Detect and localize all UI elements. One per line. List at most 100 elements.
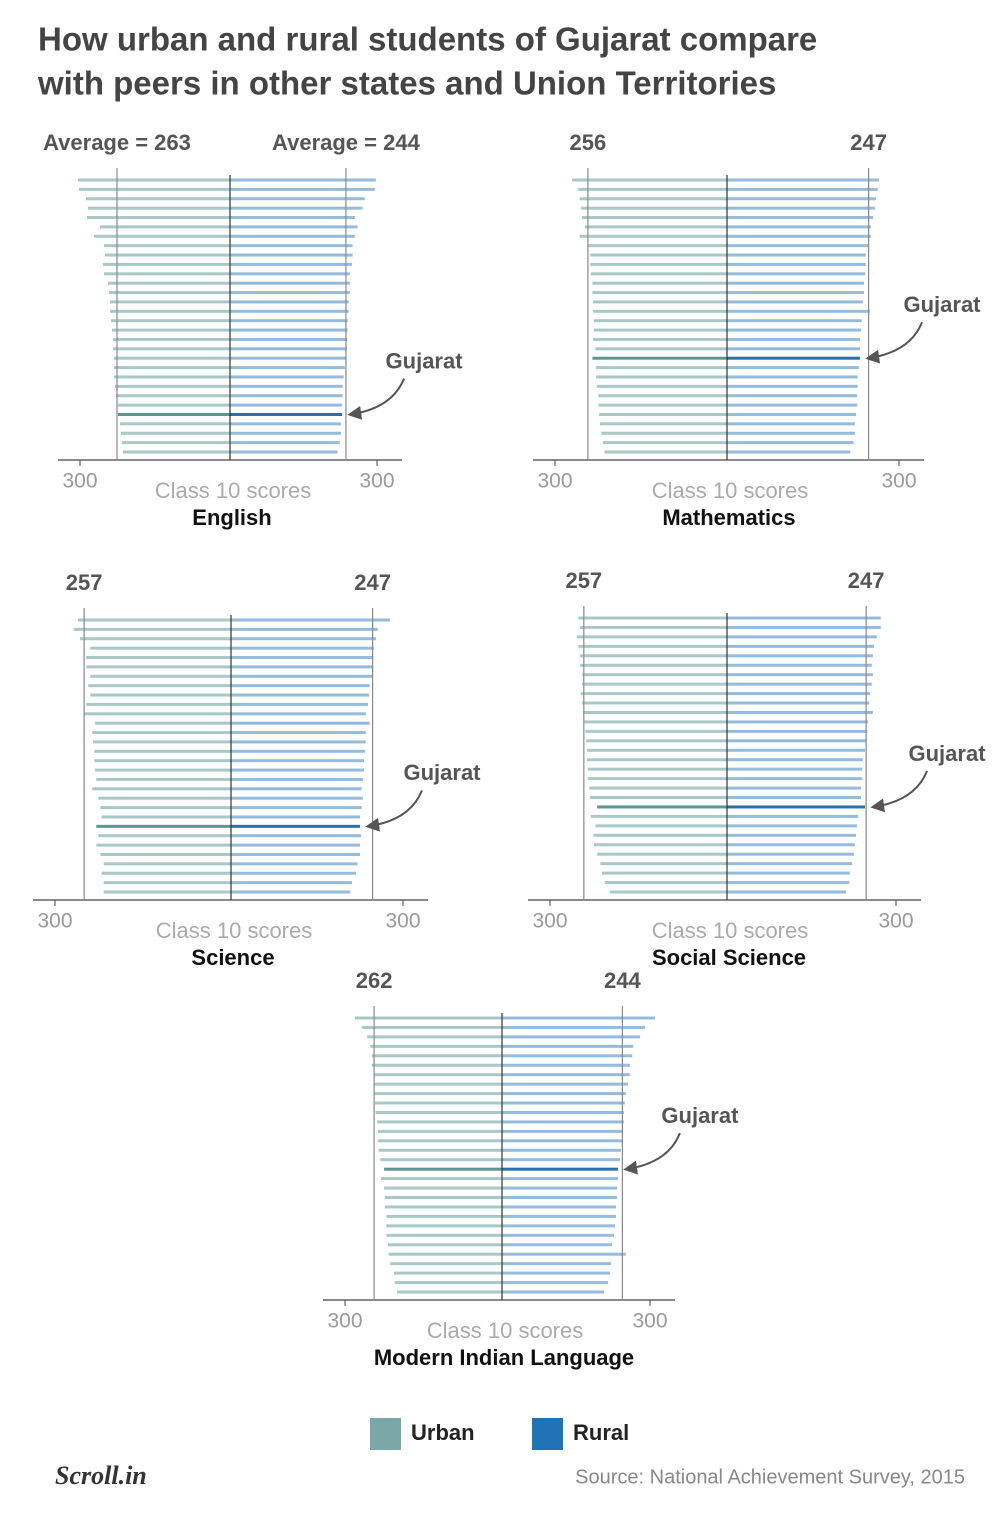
bar bbox=[377, 1129, 502, 1133]
bar bbox=[98, 834, 231, 838]
bar bbox=[231, 712, 366, 716]
bar bbox=[502, 1243, 613, 1247]
bar bbox=[727, 796, 862, 800]
bar bbox=[394, 1271, 502, 1275]
bar bbox=[110, 300, 230, 304]
average-label: 256 bbox=[570, 130, 607, 155]
bar bbox=[727, 366, 859, 370]
average-label: 257 bbox=[565, 568, 602, 593]
bar bbox=[94, 768, 231, 772]
bar bbox=[230, 197, 365, 201]
bar bbox=[579, 663, 727, 667]
average-label: 247 bbox=[848, 568, 885, 593]
bar bbox=[589, 786, 727, 790]
average-label: 257 bbox=[66, 570, 103, 595]
bar bbox=[502, 1271, 611, 1275]
bar bbox=[727, 635, 877, 639]
legend-swatch bbox=[532, 1418, 563, 1450]
bar bbox=[87, 216, 230, 220]
bar bbox=[231, 674, 373, 678]
bar bbox=[373, 1082, 502, 1086]
bar bbox=[230, 441, 340, 445]
bar bbox=[727, 644, 875, 648]
bar bbox=[230, 356, 346, 360]
x-tick-label: 300 bbox=[327, 1310, 362, 1333]
bar bbox=[230, 244, 353, 248]
bar bbox=[596, 375, 727, 379]
bar bbox=[79, 187, 230, 191]
bar bbox=[231, 881, 352, 885]
bar bbox=[377, 1139, 502, 1143]
panel-title: English bbox=[192, 505, 271, 530]
x-axis-label: Class 10 scores bbox=[155, 478, 312, 503]
bar bbox=[230, 394, 343, 398]
bar bbox=[727, 197, 877, 201]
bar bbox=[727, 654, 873, 658]
bar bbox=[502, 1224, 615, 1228]
bar bbox=[109, 291, 230, 295]
bar bbox=[599, 422, 727, 426]
bar bbox=[230, 375, 344, 379]
bar bbox=[502, 1148, 621, 1152]
bar bbox=[727, 206, 875, 210]
bar bbox=[231, 834, 362, 838]
bar bbox=[587, 777, 727, 781]
bar bbox=[371, 1054, 502, 1058]
bar bbox=[110, 309, 230, 313]
bar bbox=[727, 300, 863, 304]
bar bbox=[230, 450, 338, 454]
x-axis-label: Class 10 scores bbox=[427, 1318, 584, 1343]
bar bbox=[727, 729, 868, 733]
bar bbox=[727, 403, 858, 407]
bar bbox=[502, 1129, 622, 1133]
bar bbox=[230, 216, 355, 220]
bar bbox=[231, 815, 360, 819]
panel-title: Science bbox=[191, 945, 274, 970]
bar bbox=[86, 702, 231, 706]
bar bbox=[118, 412, 230, 416]
annotation: Gujarat bbox=[909, 741, 987, 766]
bar bbox=[386, 1233, 502, 1237]
bar bbox=[727, 450, 851, 454]
bar bbox=[231, 862, 358, 866]
bar bbox=[231, 806, 362, 810]
bar bbox=[231, 665, 373, 669]
bar bbox=[586, 739, 727, 743]
bar bbox=[88, 684, 232, 688]
bar bbox=[231, 731, 366, 735]
annotation: Gujarat bbox=[386, 348, 464, 373]
bar bbox=[386, 1214, 502, 1218]
bar bbox=[502, 1110, 624, 1114]
bar bbox=[582, 673, 727, 677]
bar bbox=[100, 806, 231, 810]
bar bbox=[578, 644, 727, 648]
bar bbox=[578, 187, 727, 191]
bar bbox=[390, 1262, 502, 1266]
x-axis-label: Class 10 scores bbox=[156, 918, 313, 943]
bar bbox=[727, 767, 863, 771]
panel-title: Mathematics bbox=[662, 505, 795, 530]
bar bbox=[98, 796, 231, 800]
bar bbox=[727, 356, 861, 360]
bar bbox=[231, 740, 366, 744]
bar bbox=[727, 833, 857, 837]
bar bbox=[114, 356, 230, 360]
bar bbox=[100, 852, 231, 856]
bar bbox=[583, 710, 727, 714]
legend-label: Rural bbox=[573, 1420, 629, 1445]
bar bbox=[727, 881, 850, 885]
bar bbox=[601, 871, 727, 875]
bar bbox=[727, 291, 865, 295]
bar bbox=[230, 272, 350, 276]
bar bbox=[230, 384, 343, 388]
bar bbox=[377, 1120, 502, 1124]
bar bbox=[104, 244, 230, 248]
bar bbox=[727, 824, 858, 828]
x-tick-label: 300 bbox=[532, 910, 567, 933]
bar bbox=[92, 740, 232, 744]
bar bbox=[230, 422, 341, 426]
bar bbox=[115, 384, 230, 388]
bar bbox=[361, 1025, 502, 1029]
bar bbox=[727, 244, 869, 248]
